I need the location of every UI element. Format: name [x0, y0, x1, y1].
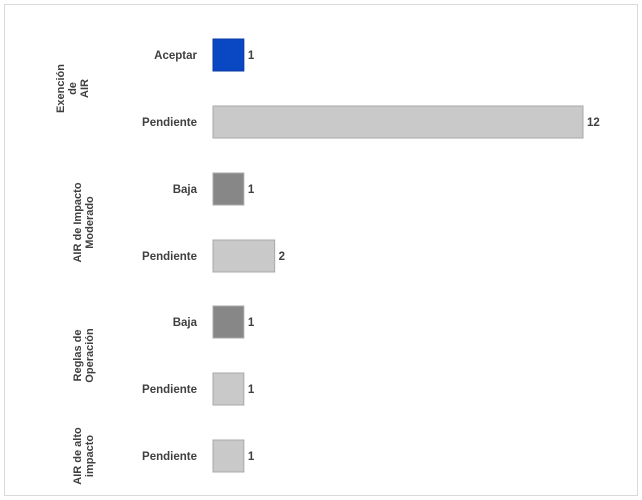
group-label-line: impacto	[84, 435, 96, 477]
value-label: 2	[279, 251, 285, 263]
group-label: Exención de AIR	[55, 64, 91, 113]
category-label: Baja	[173, 184, 198, 196]
group-label-line: Exención	[55, 64, 67, 113]
group-label-line: AIR de Impacto	[72, 182, 84, 262]
value-label: 12	[587, 117, 600, 129]
category-label: Aceptar	[154, 50, 197, 62]
chart-frame	[4, 4, 638, 496]
group-label-line: de	[67, 82, 79, 95]
group-label: AIR de Impacto Moderado	[72, 182, 96, 262]
bar	[212, 439, 245, 473]
group-label-line: AIR	[79, 79, 91, 98]
group-label-line: Reglas de	[72, 330, 84, 382]
bar	[212, 105, 584, 139]
bar	[212, 172, 245, 206]
group-label-line: AIR de alto	[72, 427, 84, 485]
group-label: Reglas de Operación	[72, 328, 96, 383]
category-label: Pendiente	[142, 117, 197, 129]
group-label-line: Moderado	[84, 196, 96, 249]
value-label: 1	[248, 451, 255, 463]
value-label: 1	[248, 50, 255, 62]
value-label: 1	[248, 317, 255, 329]
category-label: Baja	[173, 317, 198, 329]
category-label: Pendiente	[142, 251, 197, 263]
bar	[212, 38, 245, 72]
bar	[212, 305, 245, 339]
value-label: 1	[248, 384, 255, 396]
category-label: Pendiente	[142, 451, 197, 463]
group-label: AIR de alto impacto	[72, 427, 96, 485]
group-label-line: Operación	[84, 328, 96, 383]
bar	[212, 372, 245, 406]
bar	[212, 239, 276, 273]
category-label: Pendiente	[142, 384, 197, 396]
value-label: 1	[248, 184, 255, 196]
